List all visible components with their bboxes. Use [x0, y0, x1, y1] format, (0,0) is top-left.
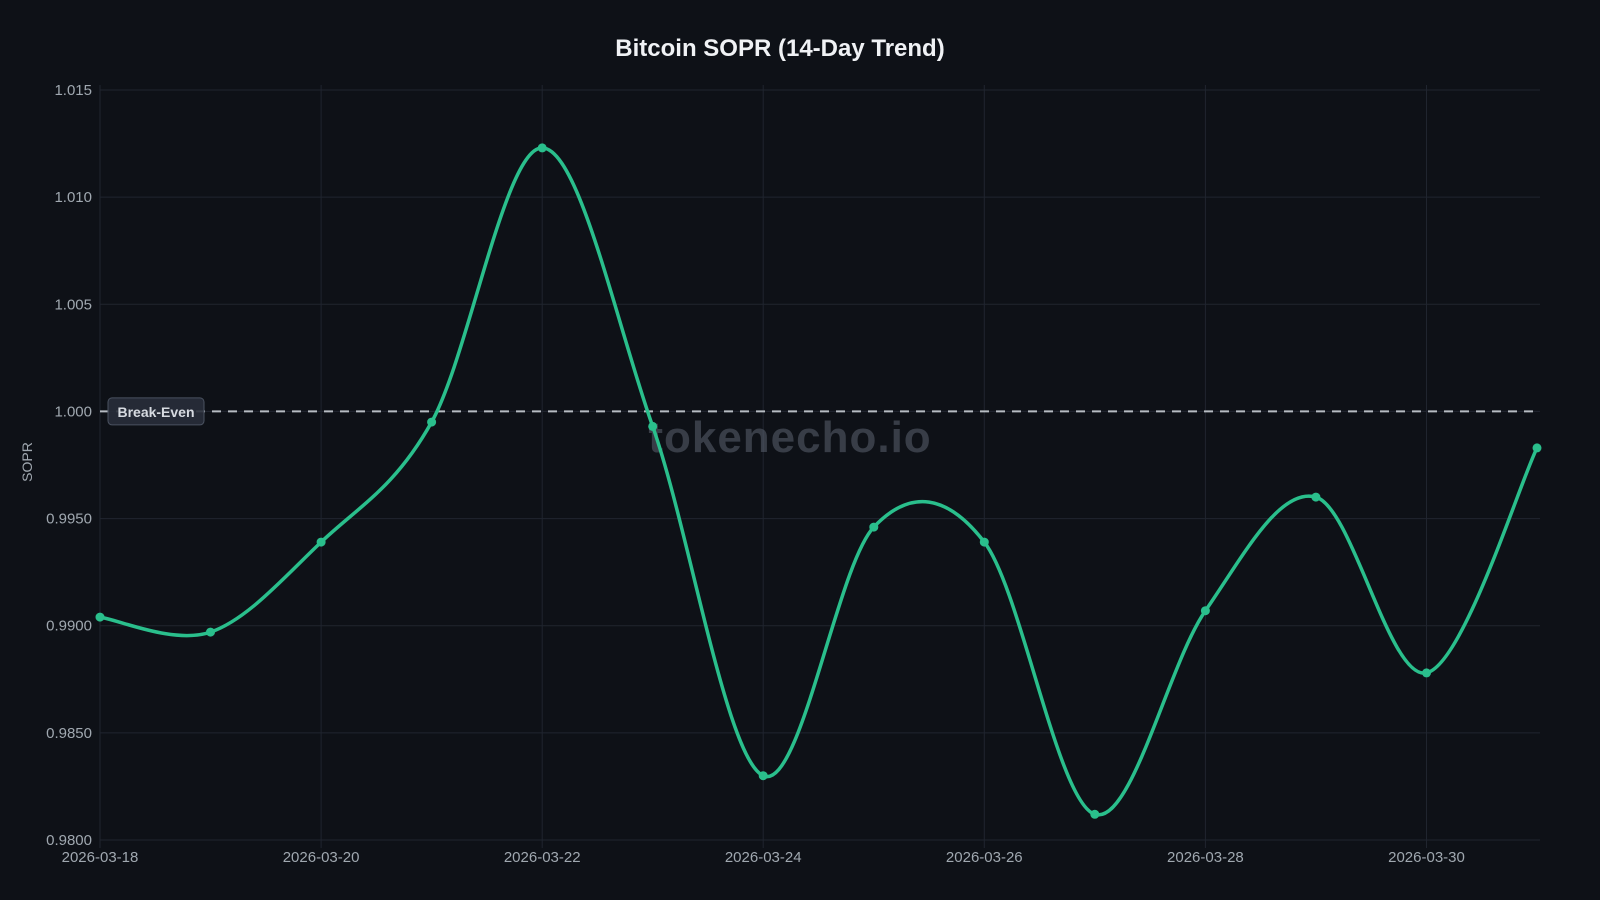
watermark: tokenecho.io [648, 413, 931, 462]
y-axis-tick-labels: 1.015 1.010 1.005 1.000 0.9950 0.9900 0.9850 0.… [46, 82, 92, 849]
break-even-badge: Break-Even [107, 397, 205, 426]
data-point [95, 612, 105, 622]
data-point [758, 771, 768, 781]
data-point [1532, 443, 1542, 453]
y-tick-label: 1.005 [54, 296, 92, 313]
data-point [427, 417, 437, 427]
data-point [316, 537, 326, 547]
x-axis-tick-labels: 2026-03-18 2026-03-20 2026-03-22 2026-03-24… [62, 849, 1465, 866]
x-tick-label: 2026-03-20 [283, 849, 360, 866]
data-point [1311, 492, 1321, 502]
data-point [1200, 606, 1210, 616]
y-tick-label: 1.015 [54, 82, 92, 99]
x-tick-label: 2026-03-26 [946, 849, 1023, 866]
x-tick-label: 2026-03-30 [1388, 849, 1465, 866]
break-even-badge-box [107, 397, 205, 426]
y-tick-label: 0.9850 [46, 725, 92, 742]
sopr-series-points [95, 143, 1542, 819]
y-axis-title: SOPR [19, 442, 35, 482]
x-tick-label: 2026-03-18 [62, 849, 139, 866]
x-tick-label: 2026-03-24 [725, 849, 802, 866]
gridlines [99, 85, 1540, 848]
data-point [206, 627, 215, 637]
y-tick-label: 0.9800 [46, 832, 92, 849]
data-point [1090, 809, 1100, 819]
data-point [648, 421, 658, 431]
data-point [869, 522, 879, 532]
x-tick-label: 2026-03-28 [1167, 849, 1244, 866]
data-point [1422, 668, 1431, 678]
data-point [979, 537, 989, 547]
x-tick-label: 2026-03-22 [504, 849, 581, 866]
break-even-badge-label: Break-Even [117, 404, 194, 420]
y-tick-label: 1.010 [54, 189, 92, 206]
chart-title: Bitcoin SOPR (14-Day Trend) [615, 35, 944, 62]
data-point [537, 143, 547, 153]
y-tick-label: 0.9950 [46, 511, 92, 528]
y-tick-label: 1.000 [54, 403, 92, 420]
sopr-series-line [98, 146, 1539, 817]
y-tick-label: 0.9900 [46, 618, 92, 635]
